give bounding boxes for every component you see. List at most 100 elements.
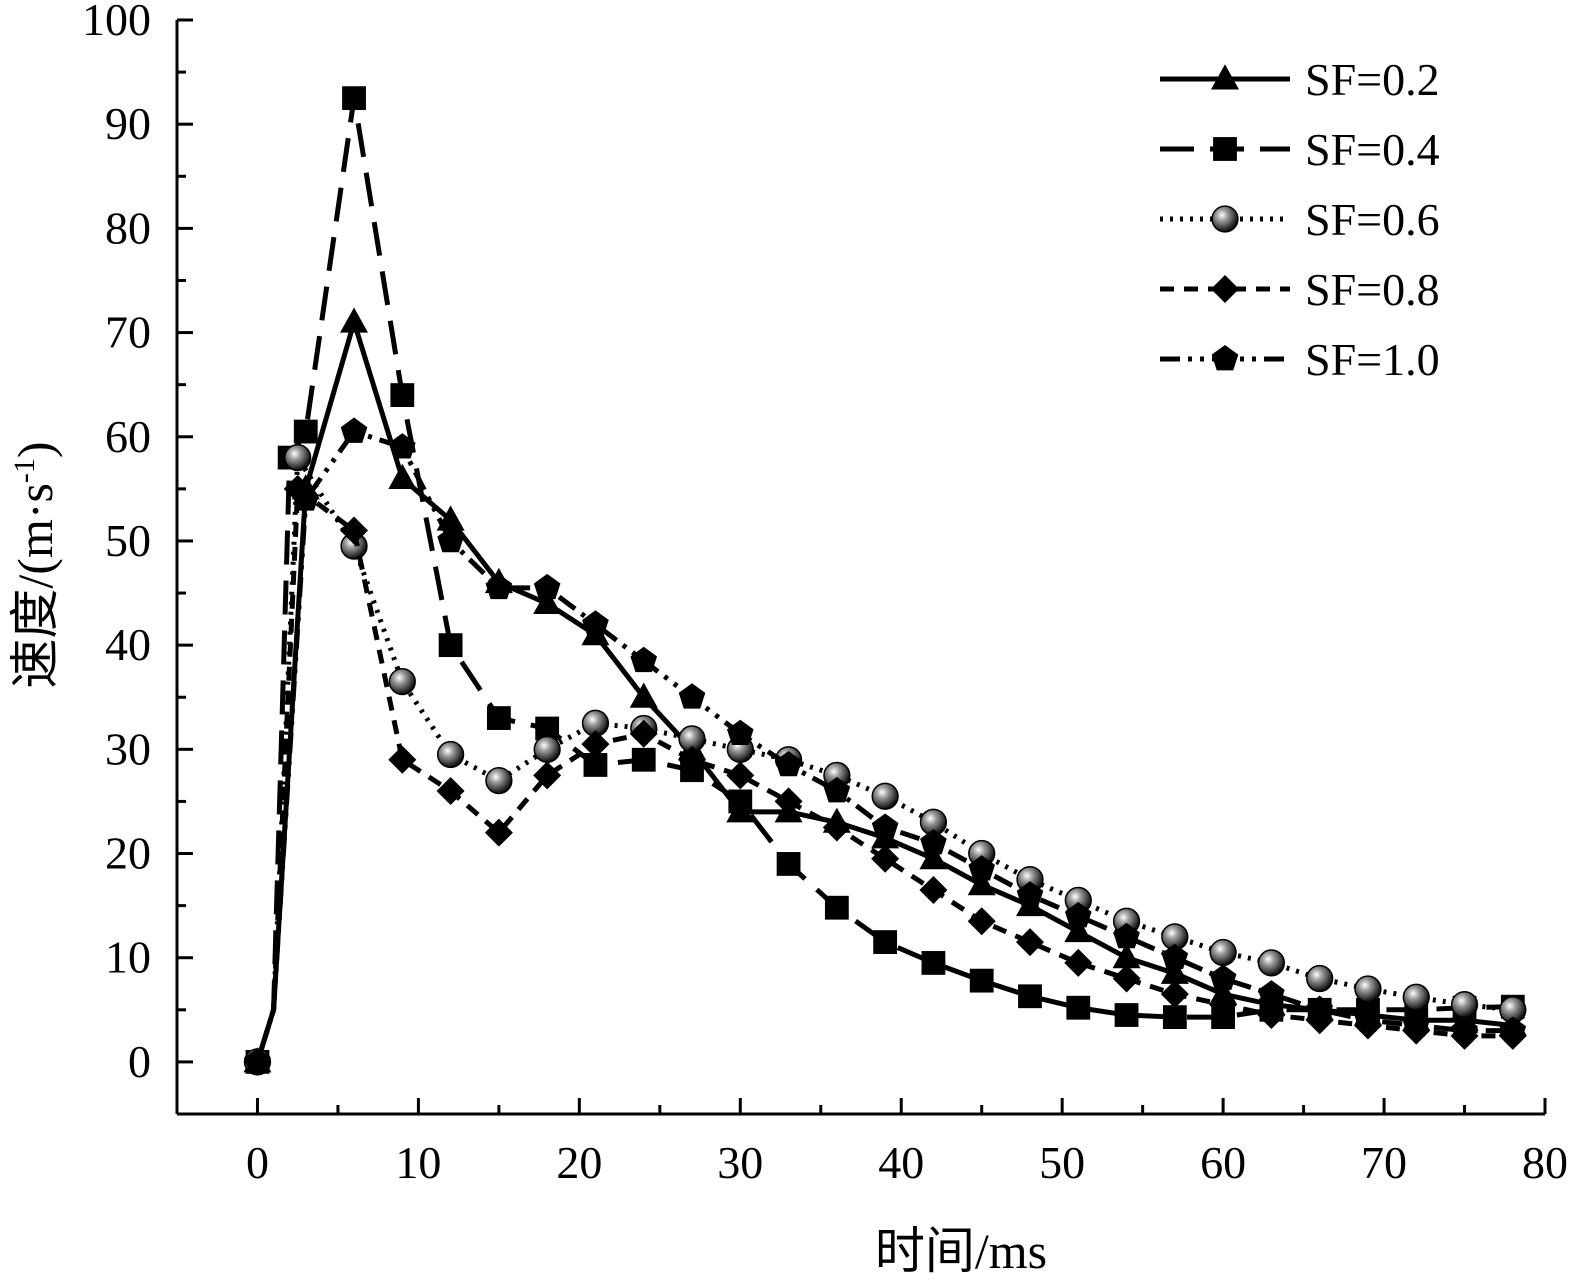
data-point (390, 383, 415, 407)
data-point (436, 777, 465, 806)
data-point (919, 875, 948, 904)
data-point (436, 740, 465, 769)
data-point (728, 789, 753, 814)
x-tick-label: 30 (717, 1137, 763, 1188)
data-point (871, 782, 899, 810)
data-point (485, 573, 513, 600)
data-point (1402, 1011, 1430, 1037)
data-point (533, 588, 562, 614)
data-point (1112, 964, 1141, 993)
x-tick-label: 10 (395, 1137, 441, 1188)
legend-item-SF=0.8: SF=0.8 (1160, 264, 1440, 315)
data-point (631, 747, 656, 772)
data-point (388, 745, 417, 774)
y-tick-label: 100 (82, 0, 151, 45)
data-point (388, 667, 416, 696)
data-point (1306, 964, 1334, 993)
data-point (871, 844, 900, 873)
data-point (1015, 928, 1044, 957)
x-tick-label: 0 (246, 1137, 269, 1188)
data-point (581, 730, 610, 759)
data-point (292, 485, 320, 511)
legend-label: SF=0.2 (1305, 54, 1440, 105)
y-tick-label: 30 (105, 723, 151, 774)
data-point (629, 719, 658, 748)
data-point (244, 1047, 271, 1074)
data-point (1450, 990, 1479, 1019)
data-point (438, 633, 463, 658)
data-point (1160, 980, 1189, 1009)
data-point (1161, 943, 1189, 970)
data-point (822, 813, 851, 842)
axes: 0 10 20 30 40 50 60 70 80 90 100 0 10 20 30 40 50 60 70 80 时… (7, 0, 1568, 1279)
legend-marker (1211, 205, 1239, 233)
y-tick-label: 50 (105, 515, 151, 566)
data-point (1018, 984, 1042, 1009)
data-point (1064, 948, 1093, 977)
series-SF=1.0 (244, 417, 1527, 1074)
data-point (1257, 1001, 1286, 1030)
data-point (486, 706, 511, 730)
data-point (1306, 995, 1333, 1022)
data-point (1258, 980, 1285, 1006)
data-point (726, 761, 755, 790)
data-point (340, 307, 369, 333)
x-tick-label: 20 (556, 1137, 602, 1188)
series-SF=0.6 (243, 443, 1527, 1076)
data-point (533, 761, 562, 790)
data-point (284, 443, 312, 472)
y-tick-label: 70 (105, 307, 151, 358)
data-point (823, 777, 851, 803)
data-point (1209, 964, 1237, 990)
x-tick-label: 70 (1361, 1137, 1407, 1188)
data-point (437, 526, 464, 553)
data-point (1064, 902, 1092, 928)
data-point (726, 719, 754, 746)
data-point (1112, 943, 1141, 969)
legend-marker (1211, 345, 1239, 371)
data-point (1066, 995, 1091, 1020)
data-point (678, 683, 706, 709)
data-point (388, 463, 417, 489)
data-point (342, 86, 366, 111)
data-point (920, 829, 947, 855)
data-point (583, 753, 608, 777)
data-point (629, 682, 658, 708)
legend-item-SF=1.0: SF=1.0 (1160, 334, 1440, 385)
data-point (340, 417, 368, 443)
legend-label: SF=0.4 (1305, 124, 1440, 175)
y-tick-label: 10 (105, 932, 151, 983)
y-axis-title: 速度/(m·s-1) (7, 441, 63, 688)
legend-item-SF=0.2: SF=0.2 (1160, 54, 1440, 105)
y-axis-title-close: ) (7, 441, 63, 458)
x-tick-label: 60 (1200, 1137, 1246, 1188)
data-point (389, 433, 416, 459)
legend-label: SF=0.8 (1305, 264, 1440, 315)
series-line (255, 486, 1513, 1063)
data-point (630, 646, 658, 673)
data-point (775, 750, 802, 777)
x-axis-title: 时间/ms (875, 1223, 1047, 1279)
data-point (871, 813, 899, 839)
data-point (533, 735, 561, 763)
data-point (776, 852, 801, 876)
legend: SF=0.2 SF=0.4 SF=0.6 SF=0.8 SF=1.0 (1160, 54, 1440, 385)
y-tick-label: 0 (128, 1036, 151, 1087)
data-point (774, 787, 803, 816)
data-point (1402, 983, 1430, 1011)
data-point (873, 930, 898, 954)
data-point (535, 716, 560, 741)
data-point (967, 870, 996, 896)
data-point (919, 844, 948, 870)
data-point (582, 610, 609, 636)
data-point (1354, 1006, 1382, 1032)
data-point (1114, 1003, 1139, 1027)
data-point (921, 951, 946, 975)
legend-item-SF=0.6: SF=0.6 (1160, 194, 1440, 245)
y-tick-label: 40 (105, 619, 151, 670)
data-point (1209, 990, 1238, 1019)
data-point (1160, 958, 1189, 984)
plot-area (243, 86, 1527, 1076)
data-point (1016, 881, 1044, 907)
y-axis-title-base: 速度/(m·s (7, 483, 63, 689)
